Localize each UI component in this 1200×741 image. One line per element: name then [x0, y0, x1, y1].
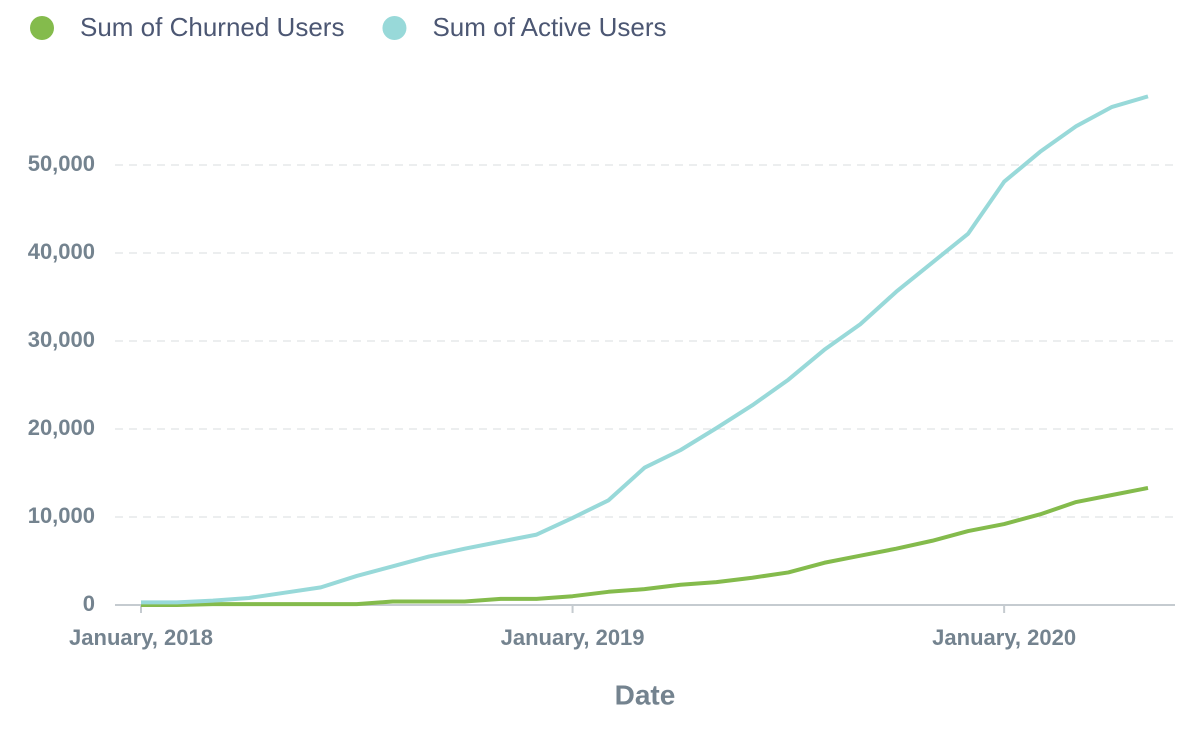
x-tick-label: January, 2019	[501, 625, 645, 650]
y-tick-label: 40,000	[28, 239, 95, 264]
y-tick-label: 50,000	[28, 151, 95, 176]
series-line	[141, 94, 1149, 605]
y-tick-label: 10,000	[28, 503, 95, 528]
x-axis-label: Date	[615, 679, 676, 710]
series-line	[141, 485, 1149, 607]
legend-swatch	[30, 16, 54, 40]
y-tick-label: 30,000	[28, 327, 95, 352]
legend-label: Sum of Active Users	[432, 12, 666, 42]
legend-swatch	[382, 16, 407, 40]
x-tick-label: January, 2020	[932, 625, 1076, 650]
y-tick-label: 20,000	[28, 415, 95, 440]
x-tick-label: January, 2018	[69, 625, 213, 650]
y-tick-label: 0	[83, 591, 95, 616]
legend-label: Sum of Churned Users	[80, 12, 344, 42]
